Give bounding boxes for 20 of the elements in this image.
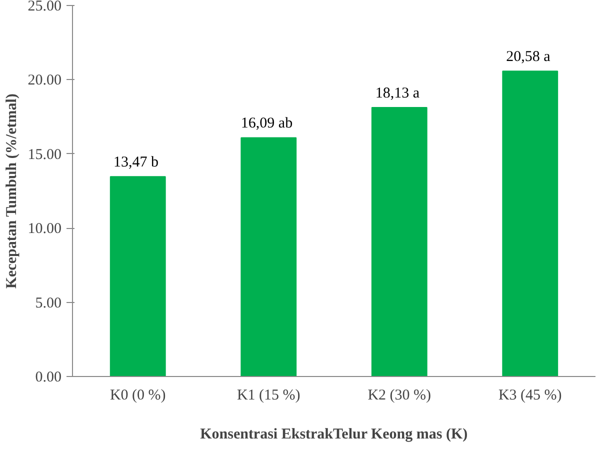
y-tick-label: 15.00 bbox=[28, 146, 62, 163]
bar bbox=[110, 176, 166, 376]
y-axis-title: Kecepatan Tumbuh (%/etmal) bbox=[4, 94, 20, 289]
x-tick-label: K3 (45 %) bbox=[498, 388, 562, 404]
data-label: 16,09 ab bbox=[240, 116, 293, 132]
bar bbox=[502, 70, 558, 376]
y-tick-label: 0.00 bbox=[35, 370, 62, 386]
data-label: 13,47 b bbox=[114, 154, 158, 171]
bar bbox=[371, 106, 428, 376]
y-tick-label: 20.00 bbox=[28, 72, 62, 89]
bar bbox=[240, 137, 297, 376]
data-label: 18,13 a bbox=[375, 85, 420, 102]
x-tick-label: K0 (0 %) bbox=[110, 388, 166, 404]
y-tick-label: 25.00 bbox=[28, 0, 62, 14]
x-tick-label: K1 (15 %) bbox=[236, 388, 300, 404]
x-tick-label: K2 (30 %) bbox=[368, 388, 432, 404]
y-tick-label: 5.00 bbox=[35, 295, 62, 312]
data-label: 20,58 a bbox=[506, 49, 551, 66]
x-axis-title: Konsentrasi EkstrakTelur Keong mas (K) bbox=[200, 426, 468, 442]
y-tick-label: 10.00 bbox=[28, 221, 62, 238]
